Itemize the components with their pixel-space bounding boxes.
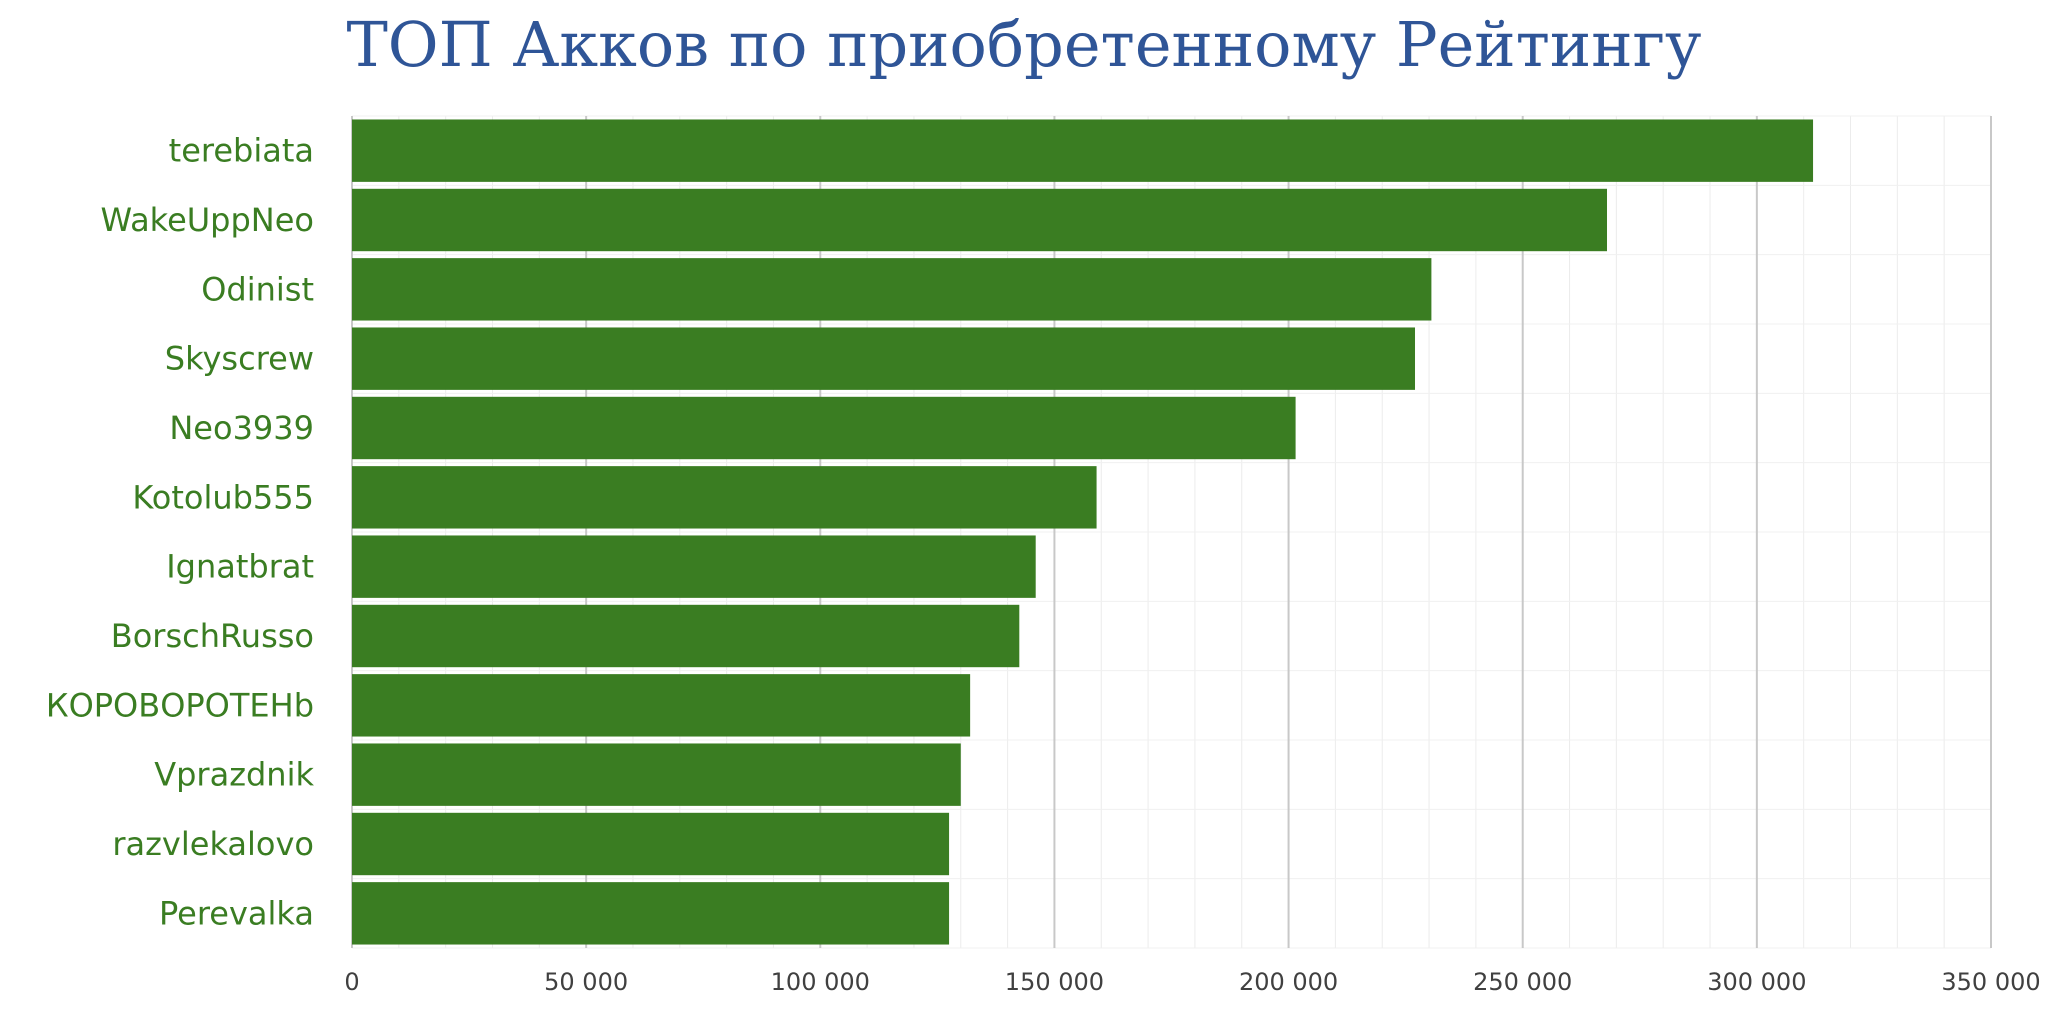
x-tick-label: 0: [344, 968, 359, 996]
bar-Odinist: [352, 258, 1431, 320]
category-label: WakeUppNeo: [100, 201, 314, 239]
category-label: razvlekalovo: [112, 825, 314, 863]
x-axis-tick-labels: 0 50 000 100 000 150 000 200 000 250 000 300 0…: [344, 968, 2040, 996]
category-label: Vprazdnik: [154, 756, 314, 794]
bar-terebiata: [352, 119, 1813, 181]
category-label: КОРОВОРОТЕНb: [46, 686, 314, 724]
bar-Kotolub555: [352, 466, 1097, 528]
x-tick-label: 200 000: [1239, 968, 1338, 996]
bar-razvlekalovo: [352, 813, 949, 875]
bar-Vprazdnik: [352, 743, 961, 805]
bar-Skyscrew: [352, 327, 1415, 389]
category-label: Odinist: [201, 270, 314, 308]
bar-КОРОВОРОТЕНb: [352, 674, 970, 736]
x-tick-label: 150 000: [1005, 968, 1104, 996]
bar-Ignatbrat: [352, 535, 1036, 597]
x-tick-label: 300 000: [1707, 968, 1806, 996]
x-tick-label: 250 000: [1473, 968, 1572, 996]
category-label: Neo3939: [169, 409, 314, 447]
category-label: BorschRusso: [111, 617, 314, 655]
bar-Perevalka: [352, 882, 949, 944]
category-label: terebiata: [169, 132, 314, 170]
x-tick-label: 100 000: [771, 968, 870, 996]
category-label: Ignatbrat: [166, 548, 314, 586]
bar-Neo3939: [352, 397, 1296, 459]
category-label: Perevalka: [159, 894, 314, 932]
bar-BorschRusso: [352, 605, 1019, 667]
category-label: Skyscrew: [165, 340, 314, 378]
x-tick-label: 50 000: [544, 968, 628, 996]
category-labels: terebiata WakeUppNeo Odinist Skyscrew Neo393…: [46, 132, 315, 933]
bar-WakeUppNeo: [352, 189, 1607, 251]
category-label: Kotolub555: [132, 478, 314, 516]
x-tick-label: 350 000: [1941, 968, 2040, 996]
